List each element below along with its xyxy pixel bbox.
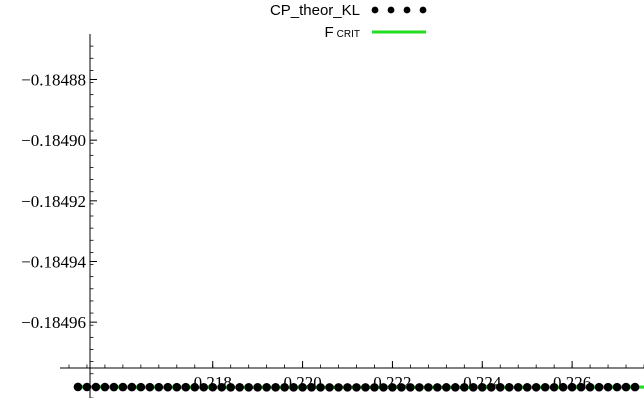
data-point [433,383,442,392]
data-point [100,382,110,392]
y-tick-label: −0.18490 [21,131,86,150]
data-point [307,383,316,392]
legend-dot [419,6,427,14]
data-point [379,383,388,392]
legend: CP_theor_KL F CRIT [270,2,427,41]
data-point [217,382,227,392]
data-point [226,382,236,392]
legend-dot [387,6,395,14]
data-point [352,383,361,392]
data-point [442,383,451,392]
data-point [603,382,613,392]
data-point [513,382,523,392]
legend-label-cp-theor-kl: CP_theor_KL [270,2,360,19]
data-point [361,383,370,392]
data-point [181,382,191,392]
data-point [325,383,334,392]
data-point [235,382,244,392]
data-point [495,383,505,392]
data-point [316,383,325,392]
data-point [612,382,622,392]
data-point [424,383,433,392]
data-point [262,383,271,392]
data-point [154,382,164,392]
data-point [630,382,640,392]
data-point [244,383,253,392]
data-point [504,383,514,392]
data-point [280,383,289,392]
data-point [190,382,200,392]
data-point [621,382,631,392]
data-point [172,382,182,392]
axes: 0.218 0.220 0.222 0.224 0.226−0.18488−0.1849… [21,34,644,398]
data-point [109,382,119,392]
legend-marker-cp-theor-kl [371,6,427,14]
data-point [594,382,604,392]
legend-dot [403,6,411,14]
data-point [271,383,280,392]
data-point [82,382,92,392]
y-tick-label: −0.18488 [21,71,86,90]
data-point [451,383,460,392]
legend-label-f-crit: F CRIT [324,24,360,41]
data-point [486,383,496,392]
data-point [253,383,262,392]
data-point [289,383,298,392]
data-point [91,382,101,392]
y-tick-label: −0.18496 [21,313,86,332]
data-point [334,383,343,392]
data-point [298,383,307,392]
data-point [343,383,352,392]
data-point [370,383,379,392]
data-point [145,382,155,392]
data-point [415,383,424,392]
data-point [199,382,209,392]
data-point [208,382,218,392]
data-point [460,383,469,392]
y-tick-label: −0.18492 [21,192,86,211]
data-point [406,383,415,392]
data-point [549,382,559,392]
data-point [136,382,146,392]
data-point [388,383,397,392]
y-tick-label: −0.18494 [21,253,86,272]
data-point [468,383,478,392]
data-point [118,382,128,392]
data-point [576,382,586,392]
data-point [73,382,83,392]
data-point [585,382,595,392]
data-point [540,382,550,392]
legend-dot [371,6,379,14]
data-point [477,383,487,392]
data-point [127,382,137,392]
data-point [163,382,173,392]
series-cp-theor-kl [73,382,640,392]
data-point [567,382,577,392]
data-point [522,382,532,392]
data-point [397,383,406,392]
data-point [531,382,541,392]
data-point [558,382,568,392]
